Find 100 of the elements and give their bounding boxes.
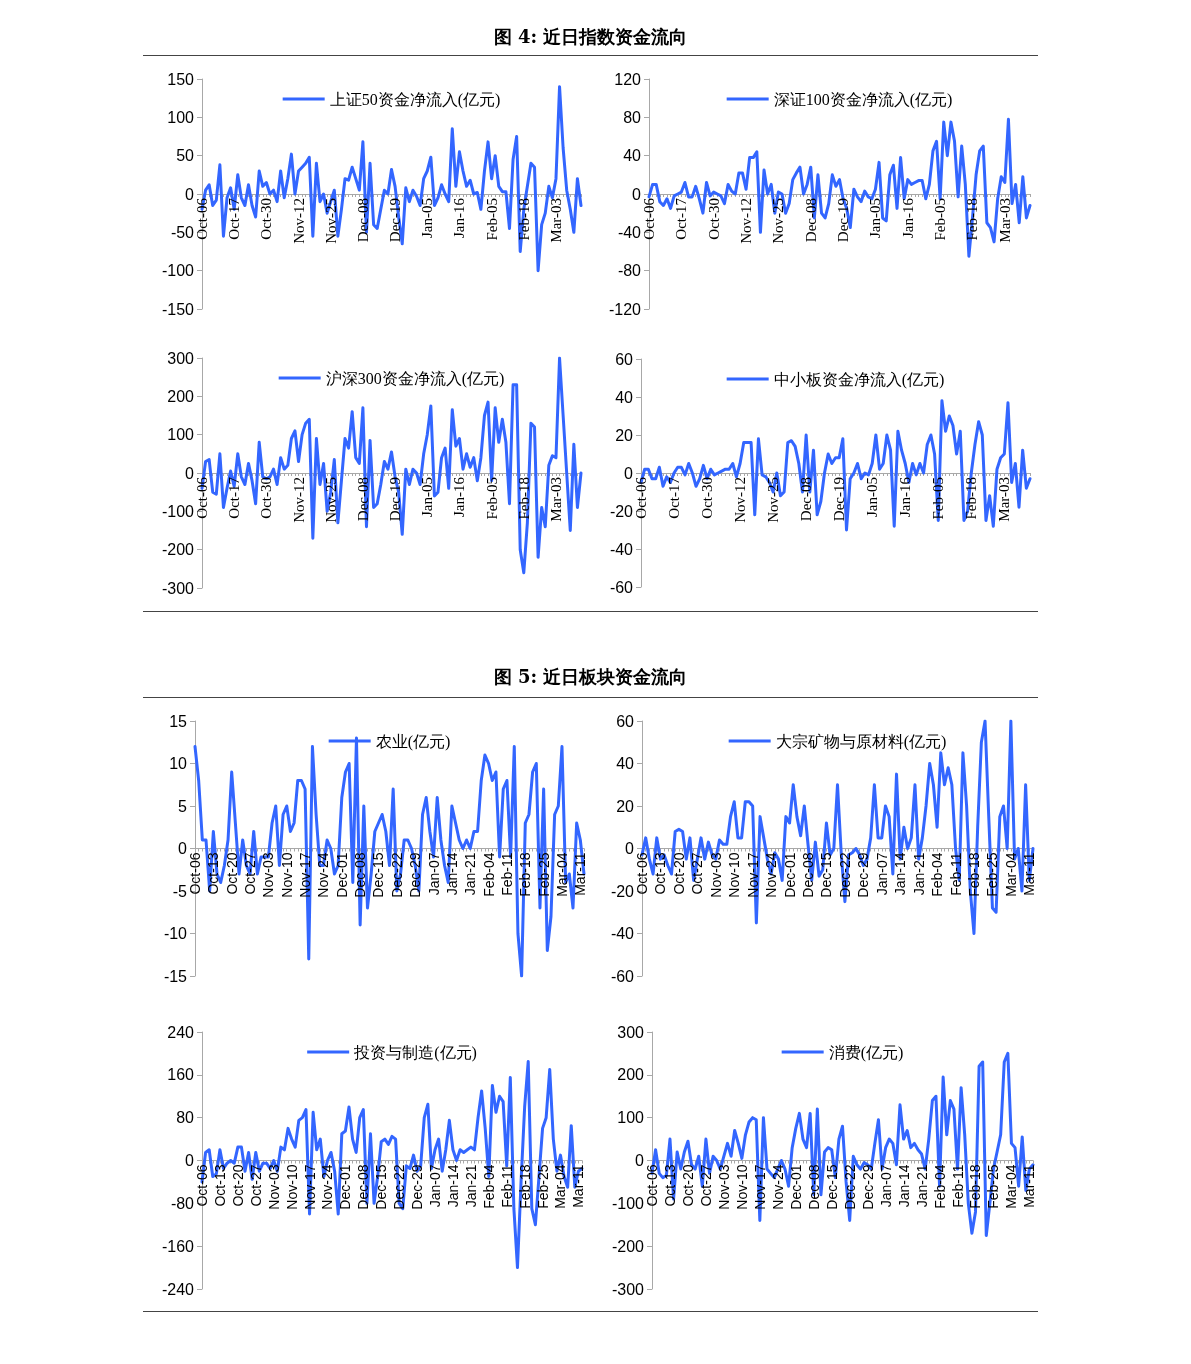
y-tick-label: -20 — [610, 882, 635, 900]
y-tick-label: 160 — [167, 1066, 195, 1084]
x-tick-label: Dec-19 — [387, 198, 404, 243]
x-tick-label: Nov-10 — [733, 1164, 750, 1210]
x-tick-label: Feb-18 — [516, 1164, 533, 1209]
y-tick-label: 0 — [185, 1152, 195, 1169]
x-tick-label: Jan-16 — [899, 197, 916, 238]
x-tick-label: Jan-14 — [892, 852, 909, 896]
x-tick-label: Dec-22 — [836, 852, 853, 898]
x-tick-label: Oct-30 — [705, 198, 722, 240]
x-tick-label: Jan-21 — [462, 852, 479, 896]
y-tick-label: 15 — [169, 712, 188, 730]
y-tick-label: 0 — [185, 464, 195, 482]
x-tick-label: Nov-17 — [297, 852, 314, 898]
y-tick-label: -160 — [161, 1237, 195, 1255]
x-tick-label: Dec-15 — [373, 1164, 390, 1210]
x-tick-label: Feb-05 — [930, 477, 947, 520]
x-tick-label: Nov-17 — [751, 1164, 768, 1210]
legend-label: 中小板资金净流入(亿元) — [773, 370, 945, 389]
y-tick-label: -40 — [610, 925, 635, 942]
y-tick-label: -150 — [161, 300, 195, 318]
x-tick-label: Oct-30 — [258, 198, 275, 240]
y-tick-label: -10 — [163, 925, 188, 942]
x-tick-label: Mar-03 — [547, 198, 564, 243]
x-tick-label: Dec-08 — [802, 198, 819, 243]
x-tick-label: Dec-01 — [787, 1164, 804, 1210]
x-tick-label: Dec-08 — [805, 1164, 822, 1210]
x-tick-label: Jan-07 — [873, 852, 890, 896]
y-tick-label: 120 — [614, 70, 642, 88]
x-tick-label: Mar-04 — [553, 852, 570, 897]
x-tick-label: Dec-29 — [409, 1164, 426, 1210]
x-tick-label: Nov-03 — [260, 852, 277, 898]
x-tick-label: Oct-13 — [661, 1164, 678, 1207]
y-tick-label: -100 — [161, 502, 195, 520]
x-tick-label: Jan-21 — [913, 1164, 930, 1208]
x-tick-label: Jan-07 — [877, 1164, 894, 1208]
x-tick-label: Oct-17 — [226, 476, 243, 519]
x-tick-label: Oct-06 — [641, 197, 657, 240]
x-tick-label: Oct-06 — [194, 1164, 210, 1207]
x-tick-label: Nov-25 — [322, 198, 339, 244]
x-tick-label: Mar-04 — [1002, 852, 1019, 897]
y-tick-label: -80 — [617, 262, 642, 280]
x-tick-label: Nov-03 — [265, 1164, 282, 1210]
x-tick-label: Oct-06 — [194, 476, 210, 519]
x-tick-label: Feb-11 — [498, 1164, 515, 1208]
x-tick-label: Nov-12 — [290, 198, 307, 244]
x-tick-label: Oct-20 — [229, 1164, 246, 1207]
x-tick-label: Feb-25 — [534, 1164, 551, 1209]
x-tick-label: Oct-06 — [644, 1164, 660, 1207]
x-tick-label: Oct-17 — [226, 197, 243, 240]
x-tick-label: Oct-27 — [689, 852, 706, 895]
x-tick-label: Dec-15 — [370, 852, 387, 898]
y-tick-label: 0 — [635, 1152, 645, 1169]
x-tick-label: Jan-16 — [451, 197, 468, 238]
y-tick-label: 20 — [615, 426, 634, 444]
x-tick-label: Oct-17 — [673, 197, 690, 240]
x-tick-label: Dec-19 — [387, 477, 404, 522]
x-tick-label: Dec-19 — [831, 477, 848, 522]
x-tick-label: Feb-05 — [483, 198, 500, 241]
x-tick-label: Feb-11 — [949, 1164, 966, 1208]
x-tick-label: Feb-25 — [984, 852, 1001, 897]
x-tick-label: Dec-22 — [391, 1164, 408, 1210]
x-tick-label: Mar-03 — [547, 477, 564, 522]
x-tick-label: Feb-18 — [515, 198, 532, 241]
x-tick-label: Nov-24 — [763, 852, 780, 898]
x-tick-label: Oct-06 — [194, 197, 210, 240]
y-tick-label: 10 — [169, 755, 188, 772]
y-tick-label: 5 — [178, 797, 188, 815]
x-tick-label: Jan-14 — [443, 852, 460, 896]
y-tick-label: -60 — [609, 578, 634, 596]
x-tick-label: Dec-08 — [352, 852, 369, 898]
x-tick-label: Jan-21 — [462, 1164, 479, 1208]
legend-label: 深证100资金净流入(亿元) — [773, 90, 953, 109]
x-tick-label: Nov-17 — [301, 1164, 318, 1210]
x-tick-label: Jan-14 — [895, 1164, 912, 1208]
x-tick-label: Oct-30 — [699, 477, 716, 519]
x-tick-label: Dec-01 — [337, 1164, 354, 1210]
y-tick-label: 300 — [167, 349, 195, 367]
y-tick-label: -20 — [609, 502, 634, 520]
y-tick-label: 100 — [617, 1109, 645, 1127]
y-tick-label: -5 — [172, 882, 188, 900]
x-tick-label: Oct-20 — [670, 852, 687, 895]
x-tick-label: Jan-05 — [419, 477, 436, 517]
y-tick-label: 0 — [178, 840, 188, 857]
x-tick-label: Oct-20 — [679, 1164, 696, 1207]
x-tick-label: Nov-10 — [726, 852, 743, 898]
y-tick-label: 60 — [615, 350, 634, 368]
x-tick-label: Feb-05 — [483, 477, 500, 520]
y-tick-label: 240 — [167, 1023, 195, 1041]
x-tick-label: Jan-07 — [425, 852, 442, 896]
y-tick-label: 200 — [617, 1066, 645, 1084]
x-tick-label: Oct-27 — [242, 852, 259, 895]
y-tick-label: -100 — [611, 1194, 645, 1212]
y-tick-label: 80 — [623, 108, 642, 126]
x-tick-label: Oct-17 — [666, 476, 683, 519]
x-tick-label: Jan-05 — [864, 477, 881, 517]
x-tick-label: Nov-03 — [707, 852, 724, 898]
x-tick-label: Dec-08 — [799, 852, 816, 898]
x-tick-label: Feb-11 — [947, 852, 964, 896]
x-tick-label: Nov-12 — [290, 477, 307, 523]
